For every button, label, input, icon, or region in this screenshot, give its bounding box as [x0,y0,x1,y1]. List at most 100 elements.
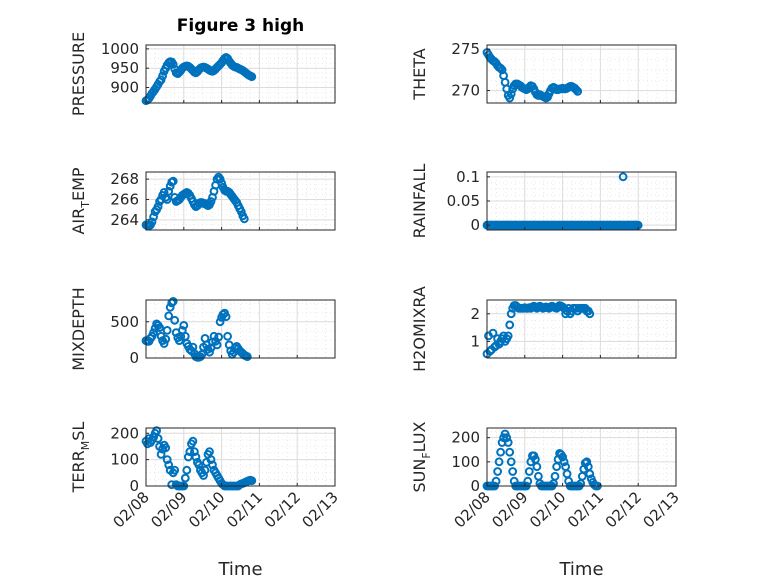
data-point [170,315,180,325]
data-point [503,331,513,341]
data-point [618,172,628,182]
figure-title: Figure 3 high [177,16,305,36]
x-axis-label: Time [217,559,262,580]
data-point [215,174,225,184]
data-point [164,460,174,470]
x-tick-label: 02/11 [223,488,266,531]
data-point [239,214,249,224]
data-point [558,452,567,462]
data-point [168,297,178,306]
y-tick-label: 0.05 [447,192,480,210]
y-tick-label: 200 [110,424,139,442]
y-tick-label: 270 [451,82,480,100]
data-point [170,465,180,475]
data-point [205,347,214,357]
data-point [182,465,192,475]
x-tick-label: 02/10 [185,488,228,531]
data-point [194,460,204,470]
data-point [505,447,515,457]
x-tick-label: 02/13 [640,488,683,531]
y-tick-label: 100 [451,453,480,471]
y-tick-label: 200 [451,429,480,447]
data-point [215,317,225,327]
data-point [493,467,503,476]
data-point [242,352,252,362]
data-point [153,434,163,443]
y-axis-label: H2OMIXRA [410,286,429,372]
data-point [155,323,165,333]
data-point [168,59,178,69]
data-point [199,471,208,480]
data-point [550,471,560,481]
axes-sun-flux: 010020002/0802/0902/1002/1102/1202/13SUN… [410,421,683,580]
data-point [164,311,174,321]
y-tick-label: 1 [470,332,480,350]
data-point [191,452,201,462]
y-tick-label: 100 [110,451,139,469]
data-point [200,465,210,475]
data-point [180,473,190,483]
axes-box [145,299,336,359]
data-point [206,455,216,465]
data-point [503,438,513,447]
y-axis-label: MIXDEPTH [69,287,88,370]
y-tick-label: 2 [470,305,480,323]
data-point [491,476,501,486]
y-tick-label: 900 [110,79,139,97]
data-point [496,447,506,457]
data-point [494,457,504,467]
y-tick-label: 0.1 [456,168,480,186]
data-point [212,340,222,350]
data-point [156,450,166,459]
data-point [506,89,516,99]
data-point [162,195,172,204]
axes-box [145,171,336,231]
y-tick-label: 0 [129,477,139,495]
data-point [221,312,231,322]
x-tick-label: 02/12 [261,488,304,531]
axes-rainfall: 0 0.05 0.1 RAINFALL [410,164,677,238]
data-point [523,476,533,486]
axes-box [145,427,336,487]
y-tick-label: 275 [451,40,480,58]
axes-theta: 270 275 THETA [410,40,677,104]
data-point [505,320,515,330]
data-point [532,462,542,472]
data-point [164,186,174,196]
y-tick-label: 950 [110,59,139,77]
axes-box [486,427,677,487]
data-point [505,93,515,103]
data-point [161,334,171,344]
data-point [502,433,512,443]
y-tick-label: 0 [470,216,480,234]
y-tick-label: 500 [110,313,139,331]
data-point [208,460,217,470]
data-point [153,202,163,212]
data-point [488,328,498,338]
x-tick-label: 02/12 [602,488,645,531]
data-point [206,197,216,206]
data-point [185,447,195,457]
data-point [508,467,518,476]
data-point [188,436,198,446]
data-point [214,332,224,342]
axes-air-temp: 264 266 268 AIRTEMP [69,167,336,235]
y-axis-label: PRESSURE [69,32,88,116]
y-axis-label: AIRTEMP [69,167,92,234]
data-point [162,326,172,335]
axes-box [486,299,677,359]
x-tick-label: 02/09 [488,488,531,531]
axes-mixdepth: 0 500 MIXDEPTH [69,287,336,371]
data-point [559,457,569,467]
x-tick-label: 02/13 [299,488,342,531]
axes-box [486,44,677,104]
y-tick-label: 0 [470,477,480,495]
data-point [217,178,227,188]
y-axis-label: SUNFLUX [410,421,433,492]
data-point [585,469,595,479]
y-axis-label: THETA [410,48,429,100]
data-point [158,71,168,81]
data-point [247,476,257,486]
